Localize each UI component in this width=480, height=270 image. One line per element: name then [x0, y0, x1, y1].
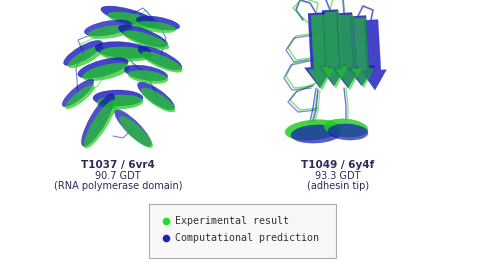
- Ellipse shape: [84, 100, 116, 148]
- Polygon shape: [322, 12, 348, 88]
- Ellipse shape: [328, 124, 368, 140]
- Ellipse shape: [78, 58, 128, 78]
- Ellipse shape: [64, 40, 102, 66]
- Polygon shape: [347, 16, 375, 86]
- Text: 93.3 GDT: 93.3 GDT: [315, 171, 361, 181]
- Text: Experimental result: Experimental result: [175, 216, 289, 226]
- Ellipse shape: [100, 47, 152, 61]
- Polygon shape: [308, 15, 334, 90]
- Ellipse shape: [108, 12, 158, 28]
- Ellipse shape: [115, 110, 151, 146]
- Ellipse shape: [138, 46, 182, 70]
- Ellipse shape: [142, 52, 182, 72]
- Text: T1037 / 6vr4: T1037 / 6vr4: [81, 160, 155, 170]
- Ellipse shape: [120, 116, 153, 148]
- Ellipse shape: [88, 25, 132, 39]
- Ellipse shape: [82, 94, 115, 146]
- Polygon shape: [304, 13, 333, 88]
- Text: (RNA polymerase domain): (RNA polymerase domain): [54, 181, 182, 191]
- Ellipse shape: [68, 46, 104, 68]
- Ellipse shape: [291, 125, 341, 143]
- Ellipse shape: [97, 95, 143, 109]
- Ellipse shape: [83, 63, 130, 81]
- Point: [162, 236, 170, 240]
- Ellipse shape: [123, 31, 169, 49]
- Ellipse shape: [136, 21, 176, 33]
- Point: [162, 219, 170, 223]
- Ellipse shape: [62, 79, 94, 107]
- Ellipse shape: [324, 119, 368, 137]
- Polygon shape: [361, 20, 386, 90]
- Ellipse shape: [136, 16, 180, 30]
- Ellipse shape: [138, 82, 174, 110]
- Ellipse shape: [93, 90, 143, 106]
- FancyBboxPatch shape: [149, 204, 336, 258]
- Ellipse shape: [95, 42, 151, 58]
- Polygon shape: [333, 13, 361, 88]
- Ellipse shape: [128, 70, 168, 83]
- Ellipse shape: [124, 65, 168, 81]
- Ellipse shape: [65, 85, 95, 109]
- Ellipse shape: [101, 6, 155, 26]
- Polygon shape: [352, 18, 373, 88]
- Ellipse shape: [285, 120, 341, 140]
- Ellipse shape: [119, 25, 168, 47]
- Text: Computational prediction: Computational prediction: [175, 233, 319, 243]
- Polygon shape: [336, 15, 361, 90]
- Text: T1049 / 6y4f: T1049 / 6y4f: [301, 160, 374, 170]
- Ellipse shape: [84, 20, 132, 36]
- Text: (adhesin tip): (adhesin tip): [307, 181, 369, 191]
- Text: 90.7 GDT: 90.7 GDT: [95, 171, 141, 181]
- Ellipse shape: [141, 88, 175, 112]
- Polygon shape: [319, 9, 347, 86]
